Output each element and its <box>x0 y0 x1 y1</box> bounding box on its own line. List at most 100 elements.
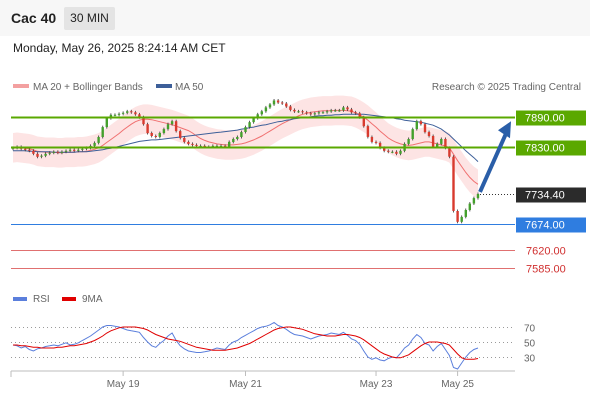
candle-body <box>415 121 418 130</box>
ma9-legend-label: 9MA <box>82 294 103 305</box>
candle-body <box>276 100 280 103</box>
rsi-tick-label: 30 <box>524 354 536 365</box>
candle-body <box>427 132 431 136</box>
candle-body <box>174 121 178 132</box>
candle-body <box>236 137 239 139</box>
candle-body <box>325 111 329 113</box>
candle-body <box>32 150 35 154</box>
candle-body <box>170 121 174 125</box>
candle-body <box>134 112 137 115</box>
x-tick-label: May 19 <box>107 379 140 390</box>
timeframe-button[interactable]: 30 MIN <box>64 7 115 30</box>
candle-body <box>297 111 300 113</box>
candle-body <box>264 107 268 112</box>
candle-body <box>228 141 231 147</box>
candle-body <box>101 127 104 137</box>
bb-legend-swatch <box>13 84 29 88</box>
candle-body <box>305 112 308 114</box>
candle-body <box>285 103 288 107</box>
candle-body <box>460 216 463 222</box>
candle-body <box>97 137 100 143</box>
candle-body <box>105 118 108 128</box>
rsi-line <box>12 321 479 370</box>
candle-body <box>142 117 145 125</box>
candle-body <box>464 210 467 217</box>
candle-body <box>68 149 72 151</box>
forecast-arrow-head <box>498 121 511 139</box>
candle-body <box>36 153 39 157</box>
ma9-line <box>13 326 479 360</box>
candle-body <box>48 152 51 154</box>
candle-body <box>138 114 141 118</box>
candle-body <box>387 150 390 152</box>
candle-body <box>431 136 435 147</box>
candle-body <box>73 149 76 151</box>
candle-body <box>358 113 361 118</box>
candle-body <box>419 121 423 125</box>
candle-body <box>468 203 471 210</box>
candle-body <box>309 113 312 115</box>
pivot-label-box <box>516 217 586 233</box>
candle-body <box>60 151 64 153</box>
rsi-legend-label: RSI <box>33 294 50 305</box>
candle-body <box>436 143 439 147</box>
price-plot <box>11 95 480 224</box>
candle-body <box>130 111 133 113</box>
candle-body <box>301 111 304 113</box>
candle-body <box>440 139 443 144</box>
candle-body <box>448 147 451 157</box>
candle-body <box>219 145 223 147</box>
candle-body <box>211 145 215 147</box>
resistance-label-box <box>516 140 586 156</box>
candle-body <box>28 149 31 151</box>
pivot-label: 7674.00 <box>525 220 565 232</box>
candle-body <box>260 111 263 115</box>
candle-body <box>150 133 153 136</box>
candle-body <box>166 124 170 130</box>
candle-body <box>195 144 198 146</box>
candle-body <box>476 194 480 199</box>
candle-body <box>56 151 60 153</box>
candle-body <box>64 150 68 152</box>
candle-body <box>338 110 341 112</box>
candle-body <box>407 139 410 144</box>
candle-body <box>154 136 157 137</box>
candle-body <box>293 109 296 112</box>
level-lines: 7890.00 7830.00 7734.40 7674.00 7620.00 7585.… <box>11 110 586 276</box>
candle-body <box>52 151 55 153</box>
rsi-plot: 70 50 30 <box>11 321 536 370</box>
candle-body <box>444 139 447 148</box>
candle-body <box>321 112 325 114</box>
x-tick-label: May 25 <box>441 379 474 390</box>
candle-body <box>121 112 125 114</box>
rsi-tick-label: 50 <box>524 339 536 350</box>
support-label: 7620.00 <box>526 246 566 258</box>
candle-body <box>472 198 476 204</box>
candle-body <box>203 145 206 147</box>
candle-body <box>162 129 166 133</box>
last-label-box <box>516 187 586 203</box>
x-tick-label: May 21 <box>229 379 262 390</box>
candle-body <box>24 148 27 150</box>
candle-body <box>362 117 365 127</box>
candle-body <box>232 139 235 142</box>
ma50-legend-swatch <box>156 84 172 88</box>
candle-body <box>268 104 272 108</box>
x-tick-label: May 23 <box>360 379 393 390</box>
candle-body <box>244 127 247 132</box>
candle-body <box>113 114 117 116</box>
candle-body <box>117 113 121 115</box>
candle-body <box>374 141 378 143</box>
candle-body <box>248 122 251 128</box>
candle-body <box>215 145 219 147</box>
candle-body <box>452 156 455 211</box>
ma9-legend-swatch <box>62 297 76 301</box>
candle-body <box>313 113 316 115</box>
candle-body <box>252 118 255 123</box>
candle-body <box>383 147 386 151</box>
candle-body <box>40 155 43 157</box>
candle-body <box>350 109 353 113</box>
candle-body <box>329 110 333 112</box>
candle-body <box>366 126 370 137</box>
